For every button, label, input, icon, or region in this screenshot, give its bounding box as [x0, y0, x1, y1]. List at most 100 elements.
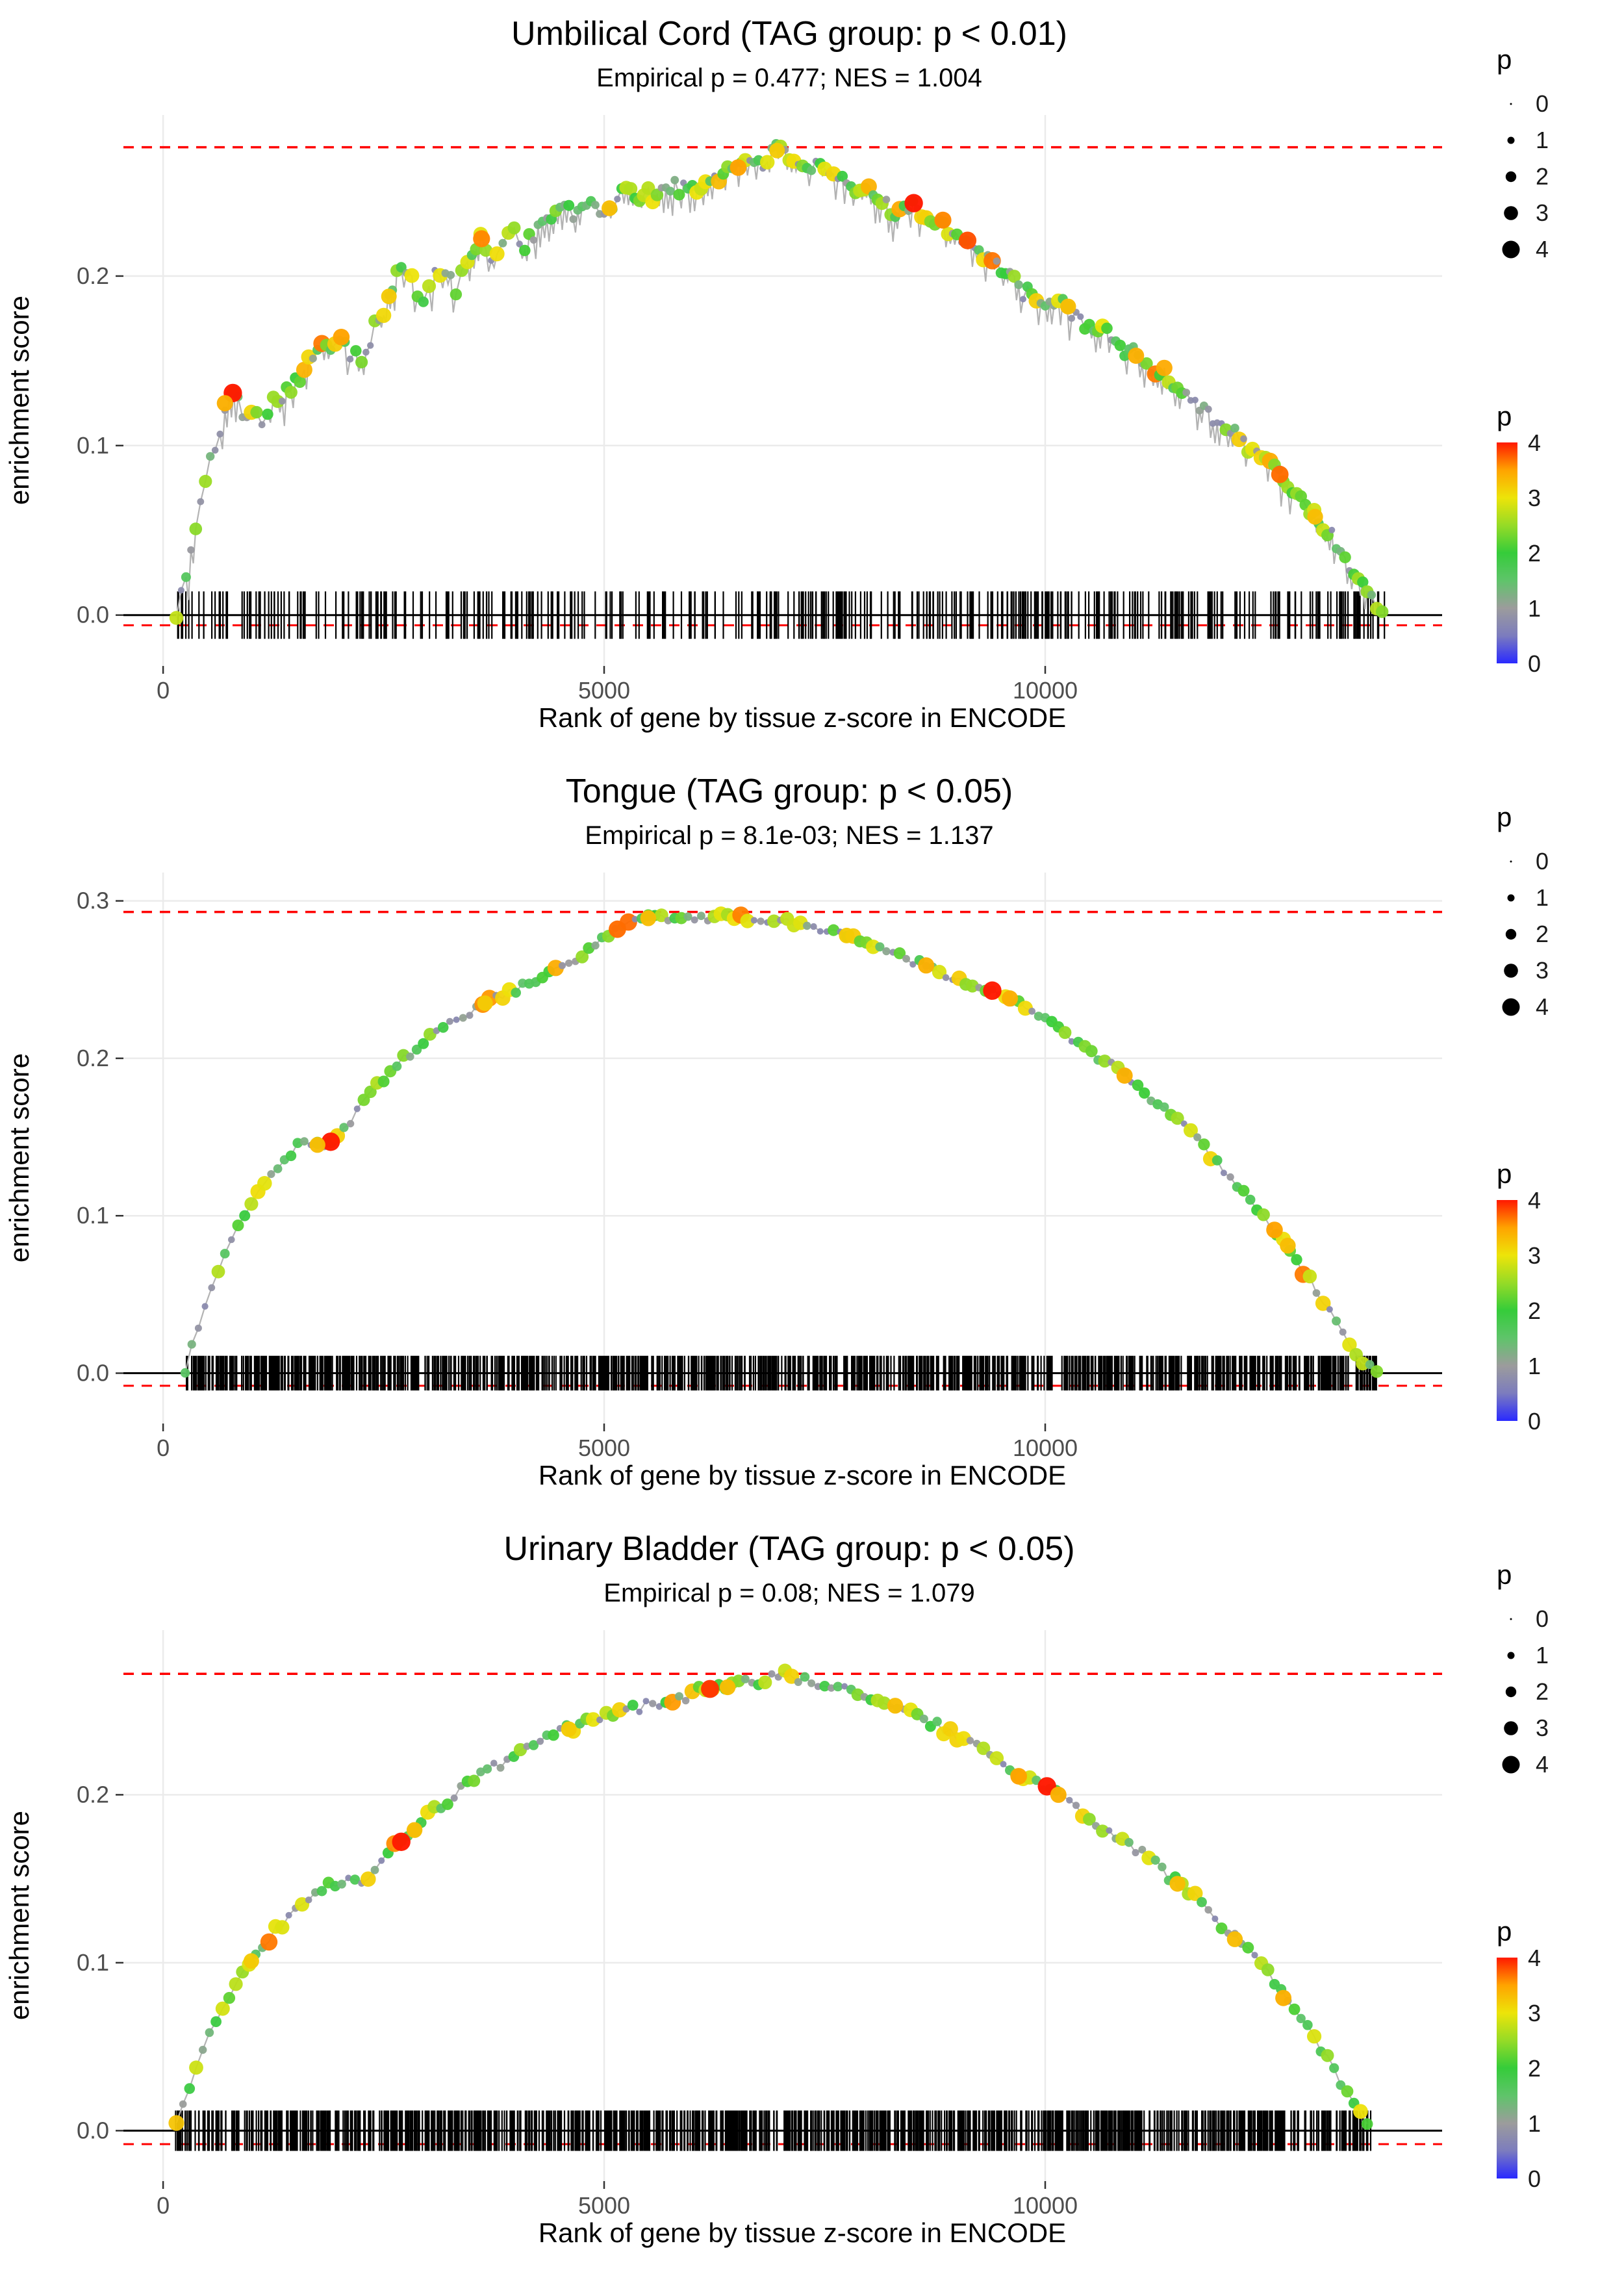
- y-axis-label: enrichment score: [0, 98, 39, 702]
- highlight-points: [216, 142, 1323, 525]
- y-tick-label: 0.2: [77, 1781, 109, 1808]
- y-tick-label: 0.1: [77, 1949, 109, 1976]
- x-tick-label: 10000: [1013, 1435, 1078, 1460]
- size-legend-dot: [1497, 991, 1525, 1023]
- size-legend-dot: [1497, 1603, 1525, 1635]
- plot-title: Urinary Bladder (TAG group: p < 0.05): [503, 1530, 1075, 1568]
- size-legend-dot: [1497, 846, 1525, 877]
- color-gradient-bar: [1497, 1958, 1517, 2178]
- color-legend-label: 3: [1528, 485, 1542, 511]
- size-legend-item: 1: [1497, 1637, 1624, 1674]
- rug-ticks: [177, 591, 1386, 639]
- size-legend-dot: [1497, 1640, 1525, 1671]
- size-legend-label: 4: [1536, 1751, 1549, 1778]
- x-tick-label: 0: [157, 2192, 170, 2217]
- color-legend-label: 1: [1528, 1353, 1542, 1379]
- gridlines: [123, 1630, 1442, 2181]
- size-legend-item: 4: [1497, 1746, 1624, 1783]
- color-gradient-bar: [1497, 442, 1517, 663]
- color-legend-title: p: [1497, 1916, 1512, 1947]
- chart-area-umbilical-cord: Umbilical Cord (TAG group: p < 0.01) Emp…: [0, 6, 1481, 758]
- size-legend-dot: [1497, 198, 1525, 229]
- y-axis-label-text: enrichment score: [4, 1810, 34, 2021]
- rug-ticks: [186, 1355, 1377, 1391]
- size-legend-label: 2: [1536, 1678, 1549, 1705]
- highlight-points: [243, 1679, 1292, 2006]
- enrichment-plot: 0 5000 10000 0.0 0.1 0.2: [77, 1630, 1442, 2217]
- plot-subtitle: Empirical p = 0.477; NES = 1.004: [596, 64, 982, 92]
- plot-region: enrichment score 0 5000 10000 0.0 0.1 0.2: [0, 1613, 1481, 2217]
- color-legend-label: 0: [1528, 2165, 1542, 2192]
- size-legend-item: 1: [1497, 880, 1624, 916]
- size-legend-label: 3: [1536, 957, 1549, 984]
- plot-subtitle: Empirical p = 8.1e-03; NES = 1.137: [585, 821, 994, 850]
- x-tick-label: 5000: [578, 1435, 630, 1460]
- size-legend-dot: [1497, 234, 1525, 265]
- y-tick-label: 0.0: [77, 2117, 109, 2143]
- size-legend-item: 2: [1497, 916, 1624, 952]
- plot-title: Umbilical Cord (TAG group: p < 0.01): [511, 15, 1067, 53]
- color-legend-title: p: [1497, 1158, 1512, 1189]
- size-legend-item: 1: [1497, 122, 1624, 159]
- panel-urinary-bladder: Urinary Bladder (TAG group: p < 0.05) Em…: [0, 1515, 1624, 2273]
- color-legend-label: 3: [1528, 2000, 1542, 2026]
- y-tick-label: 0.1: [77, 432, 109, 459]
- x-tick-label: 0: [157, 1435, 170, 1460]
- enrichment-plot: 0 5000 10000 0.0 0.1 0.2 0.3: [77, 873, 1442, 1460]
- size-legend-label: 2: [1536, 921, 1549, 947]
- enrichment-points: [169, 139, 1389, 625]
- color-legend-label: 2: [1528, 540, 1542, 567]
- size-legend-label: 0: [1536, 1605, 1549, 1632]
- size-legend-item: 2: [1497, 159, 1624, 195]
- y-tick-label: 0.2: [77, 262, 109, 289]
- chart-area-urinary-bladder: Urinary Bladder (TAG group: p < 0.05) Em…: [0, 1522, 1481, 2273]
- enrichment-curve-line: [175, 142, 1383, 619]
- plot-title: Tongue (TAG group: p < 0.05): [565, 773, 1013, 810]
- size-legend-item: 0: [1497, 843, 1624, 880]
- size-legend-item: 3: [1497, 195, 1624, 231]
- color-legend-label: 2: [1528, 1297, 1542, 1324]
- color-legend-label: 4: [1528, 1187, 1542, 1214]
- chart-area-tongue: Tongue (TAG group: p < 0.05) Empirical p…: [0, 764, 1481, 1515]
- size-legend-dot: [1497, 88, 1525, 120]
- y-tick-label: 0.3: [77, 888, 109, 914]
- size-legend-item: 4: [1497, 989, 1624, 1025]
- color-legend-ticks: 4 3 2 1 0: [1528, 1187, 1573, 1435]
- size-legend-label: 1: [1536, 884, 1549, 911]
- color-gradient-bar: [1497, 1200, 1517, 1421]
- y-tick-label: 0.0: [77, 1360, 109, 1386]
- size-legend-dot: [1497, 919, 1525, 950]
- y-axis-label-text: enrichment score: [4, 295, 34, 505]
- enrichment-points: [168, 1663, 1373, 2131]
- plot-region: enrichment score 0 5000 10000 0.0 0.1 0.2: [0, 98, 1481, 702]
- panel-umbilical-cord: Umbilical Cord (TAG group: p < 0.01) Emp…: [0, 0, 1624, 758]
- color-legend-label: 0: [1528, 1408, 1542, 1435]
- color-legend-label: 1: [1528, 2110, 1542, 2137]
- size-legend-dot: [1497, 1713, 1525, 1744]
- y-axis-ticks: 0.0 0.1 0.2 0.3: [77, 888, 123, 1386]
- enrichment-curve-line: [184, 913, 1378, 1373]
- color-legend-label: 1: [1528, 595, 1542, 622]
- size-legend-title: p: [1497, 1559, 1512, 1590]
- size-legend-label: 2: [1536, 163, 1549, 190]
- size-legend-dot: [1497, 955, 1525, 986]
- size-legend-item: 4: [1497, 231, 1624, 268]
- size-legend-label: 1: [1536, 127, 1549, 153]
- enrichment-plot: 0 5000 10000 0.0 0.1 0.2: [77, 115, 1442, 702]
- color-legend-ticks: 4 3 2 1 0: [1528, 429, 1573, 677]
- x-axis-label: Rank of gene by tissue z-score in ENCODE: [538, 702, 1067, 733]
- x-axis-ticks: 0 5000 10000: [157, 2181, 1078, 2217]
- size-legend-item: 3: [1497, 952, 1624, 989]
- size-legend-title: p: [1497, 802, 1512, 832]
- color-legend-title: p: [1497, 401, 1512, 431]
- x-axis-label: Rank of gene by tissue z-score in ENCODE: [538, 1460, 1067, 1490]
- color-legend-ticks: 4 3 2 1 0: [1528, 1945, 1573, 2192]
- panel-tongue: Tongue (TAG group: p < 0.05) Empirical p…: [0, 758, 1624, 1515]
- x-tick-label: 0: [157, 677, 170, 702]
- size-legend-item: 2: [1497, 1674, 1624, 1710]
- y-axis-label-text: enrichment score: [4, 1053, 34, 1263]
